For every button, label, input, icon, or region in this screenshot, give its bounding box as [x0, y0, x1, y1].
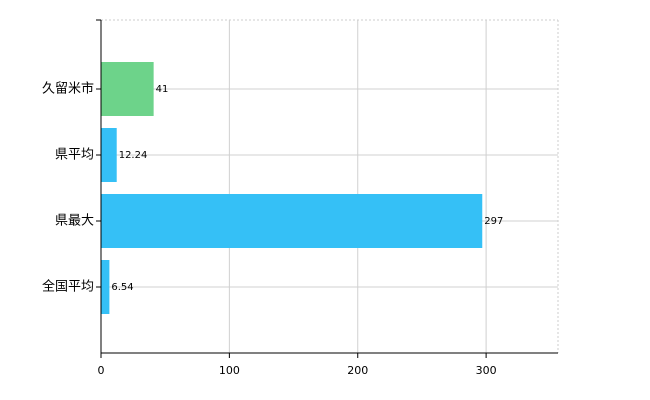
- value-label: 297: [484, 216, 503, 227]
- bar: [101, 128, 117, 182]
- x-tick-label: 200: [347, 364, 368, 377]
- bar: [101, 260, 110, 314]
- value-label: 12.24: [119, 150, 148, 161]
- x-tick-label: 100: [219, 364, 240, 377]
- x-tick-label: 300: [476, 364, 497, 377]
- y-tick-label: 県平均: [55, 148, 94, 163]
- y-tick-label: 県最大: [55, 214, 94, 229]
- y-tick-label: 久留米市: [42, 81, 94, 97]
- bar: [101, 62, 154, 116]
- bar: [101, 194, 483, 248]
- value-label: 6.54: [111, 282, 133, 293]
- x-tick-label: 0: [98, 364, 105, 377]
- value-label: 41: [156, 84, 169, 95]
- y-tick-label: 全国平均: [42, 279, 94, 295]
